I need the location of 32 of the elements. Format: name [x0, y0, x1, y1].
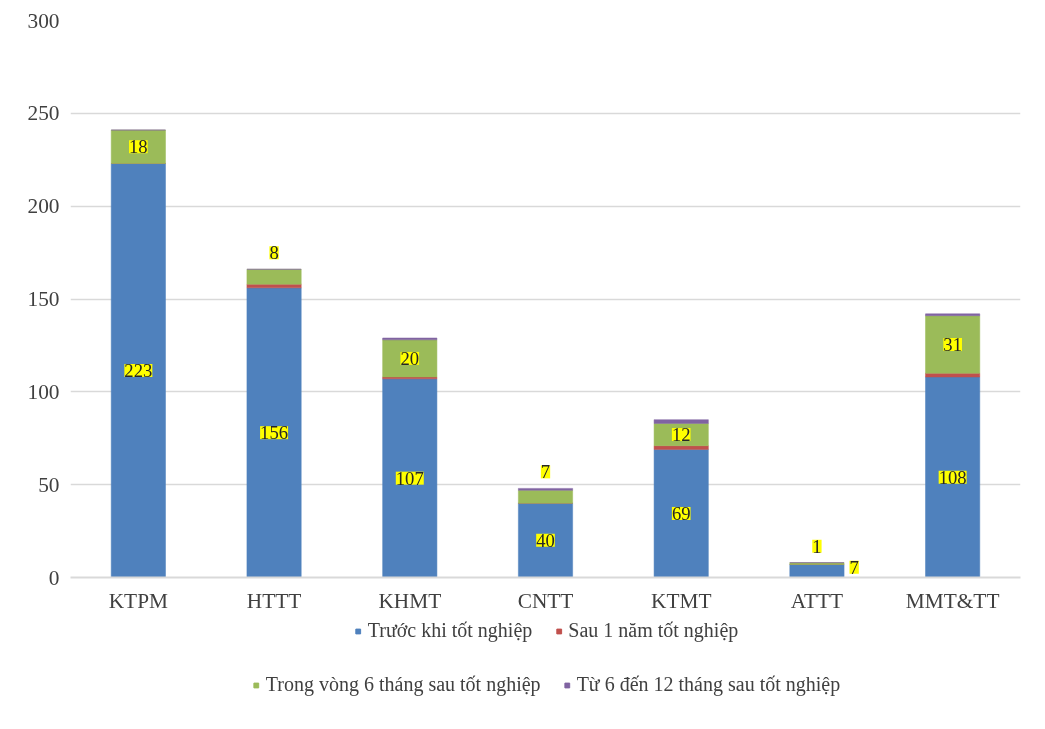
- legend-label: Từ 6 đến 12 tháng sau tốt nghiệp: [576, 673, 841, 696]
- data-label: 7: [849, 556, 859, 578]
- x-tick-label: MMT&TT: [905, 588, 1000, 613]
- data-label: 223: [124, 359, 153, 381]
- x-tick-label: HTTT: [246, 588, 302, 613]
- y-tick-label: 150: [27, 287, 60, 311]
- data-label: 1: [812, 535, 822, 557]
- x-tick-label: KHMT: [378, 588, 442, 613]
- data-label: 31: [943, 333, 962, 355]
- y-tick-label: 0: [48, 565, 60, 590]
- data-label: 156: [260, 422, 289, 444]
- x-tick-label: CNTT: [517, 588, 574, 613]
- data-label: 108: [938, 466, 967, 488]
- y-tick-label: 250: [27, 101, 60, 126]
- data-label: 12: [671, 424, 691, 446]
- data-label: 8: [269, 242, 279, 264]
- x-tick-label: KTPM: [108, 588, 169, 613]
- x-tick-label: KTMT: [651, 588, 712, 613]
- data-label: 107: [395, 467, 424, 489]
- legend-label: Trong vòng 6 tháng sau tốt nghiệp: [265, 673, 541, 696]
- y-tick-label: 50: [38, 472, 60, 497]
- y-tick-label: 200: [27, 194, 60, 219]
- legend-label: Sau 1 năm tốt nghiệp: [568, 619, 739, 642]
- x-tick-label: ATTT: [790, 588, 843, 613]
- data-label: 20: [400, 347, 420, 369]
- data-label: 18: [129, 136, 148, 158]
- data-label: 69: [671, 502, 691, 524]
- y-tick-label: 100: [27, 379, 60, 404]
- legend-label: Trước khi tốt nghiệp: [367, 619, 533, 642]
- data-label: 40: [536, 529, 555, 551]
- data-label: 7: [540, 461, 551, 483]
- y-tick-label: 300: [27, 8, 60, 33]
